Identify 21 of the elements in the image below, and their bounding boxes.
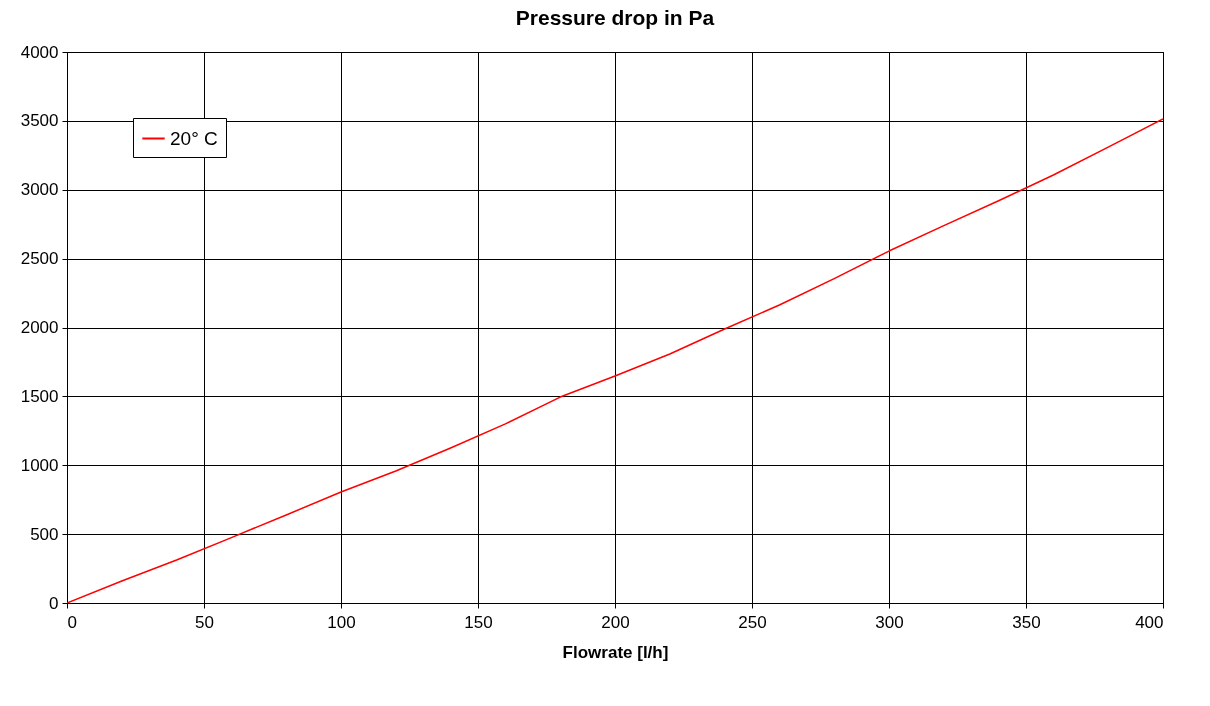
- y-tick-label: 500: [30, 524, 59, 544]
- x-tick-label: 300: [875, 612, 904, 632]
- y-tick-label: 2000: [20, 318, 59, 337]
- y-tick-label: 1500: [20, 386, 59, 406]
- x-tick-label: 0: [67, 612, 77, 632]
- y-tick-label: 2500: [20, 249, 59, 269]
- y-tick-label: 1000: [20, 455, 59, 475]
- x-tick-label: 100: [327, 612, 356, 632]
- x-tick-label: 350: [1012, 612, 1041, 632]
- x-tick-label: 400: [1135, 612, 1164, 632]
- x-tick-label: 200: [601, 612, 630, 632]
- y-tick-label: 4000: [20, 42, 59, 62]
- chart-title: Pressure drop in Pa: [515, 6, 715, 29]
- y-tick-label: 0: [49, 593, 59, 613]
- x-tick-label: 250: [738, 612, 767, 632]
- x-tick-label: 150: [464, 612, 493, 632]
- x-axis-title: Flowrate [l/h]: [562, 642, 669, 662]
- legend-label: 20° C: [170, 127, 218, 149]
- y-tick-label: 3500: [20, 111, 59, 131]
- x-tick-label: 50: [195, 612, 214, 632]
- y-tick-label: 3000: [20, 180, 59, 200]
